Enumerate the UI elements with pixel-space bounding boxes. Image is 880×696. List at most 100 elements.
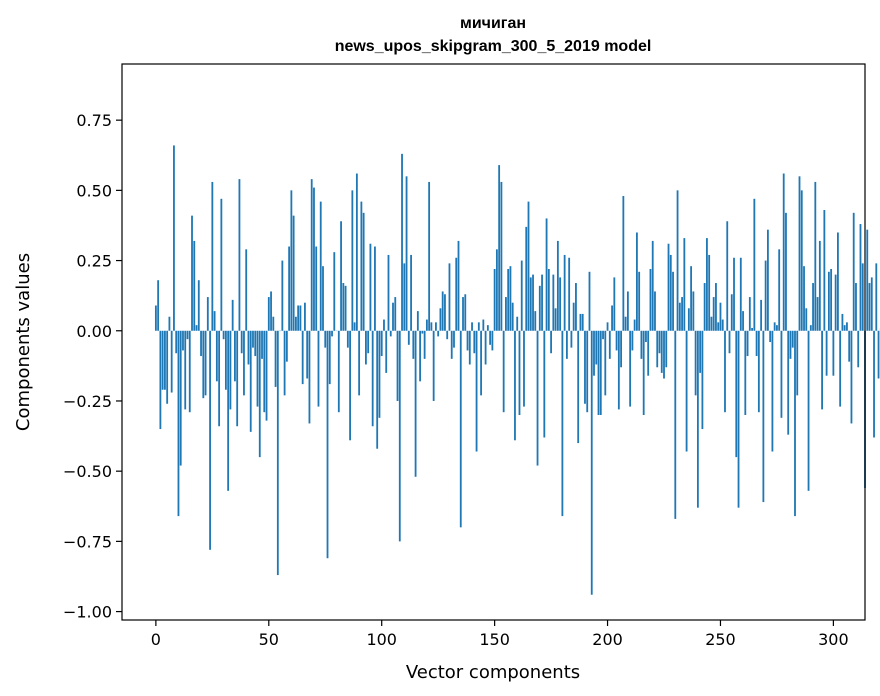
bar-component-5 bbox=[166, 330, 169, 404]
bar-component-2 bbox=[159, 330, 162, 430]
bar-component-267 bbox=[757, 330, 760, 413]
bar-component-54 bbox=[276, 330, 279, 576]
bar-component-43 bbox=[252, 330, 254, 348]
bar-component-167 bbox=[532, 274, 534, 331]
bar-component-39 bbox=[243, 330, 245, 396]
bar-component-191 bbox=[586, 330, 589, 413]
bar-component-163 bbox=[523, 330, 525, 407]
x-tick-label: 100 bbox=[366, 630, 397, 649]
bar-component-144 bbox=[480, 330, 482, 396]
bar-component-274 bbox=[773, 322, 776, 331]
bar-component-218 bbox=[647, 330, 650, 376]
bar-component-310 bbox=[855, 283, 857, 331]
bar-component-120 bbox=[425, 319, 428, 331]
bar-component-105 bbox=[392, 302, 394, 331]
bar-component-225 bbox=[663, 330, 665, 379]
bar-component-221 bbox=[654, 291, 656, 331]
y-tick-label: 0.25 bbox=[76, 252, 112, 271]
x-axis-ticks: 0 50 100 150 200 250 300 bbox=[151, 620, 849, 649]
bar-component-65 bbox=[301, 330, 304, 385]
bar-component-74 bbox=[322, 266, 324, 331]
bar-component-46 bbox=[258, 330, 261, 458]
bar-component-83 bbox=[342, 283, 345, 331]
bar-component-206 bbox=[620, 330, 622, 368]
bar-component-289 bbox=[807, 330, 810, 491]
bar-component-302 bbox=[837, 232, 839, 331]
bar-component-58 bbox=[285, 330, 288, 362]
bar-component-173 bbox=[545, 218, 548, 331]
bar-component-197 bbox=[599, 330, 602, 416]
bar-component-82 bbox=[340, 221, 342, 331]
bar-component-128 bbox=[444, 294, 446, 331]
bar-component-212 bbox=[633, 319, 636, 331]
bar-component-184 bbox=[570, 330, 573, 348]
bar-component-263 bbox=[748, 297, 751, 331]
bar-component-41 bbox=[247, 330, 250, 365]
bar-component-192 bbox=[588, 271, 591, 331]
bar-component-155 bbox=[505, 297, 507, 331]
bar-component-315 bbox=[866, 229, 869, 331]
bar-component-57 bbox=[283, 330, 286, 396]
y-tick-label: −0.50 bbox=[63, 462, 112, 481]
bar-component-305 bbox=[843, 325, 846, 331]
bar-component-280 bbox=[787, 330, 790, 435]
bar-component-278 bbox=[782, 173, 785, 331]
bar-component-201 bbox=[608, 330, 611, 359]
bar-component-18 bbox=[195, 325, 198, 331]
bar-component-287 bbox=[803, 266, 805, 331]
bar-component-223 bbox=[658, 330, 661, 354]
x-tick-label: 200 bbox=[592, 630, 623, 649]
bar-component-257 bbox=[735, 330, 738, 458]
bar-component-49 bbox=[265, 330, 268, 421]
x-tick-label: 250 bbox=[705, 630, 736, 649]
bar-component-72 bbox=[317, 330, 320, 407]
bar-component-295 bbox=[821, 330, 823, 410]
bar-component-153 bbox=[500, 181, 503, 331]
bar-component-139 bbox=[468, 330, 471, 365]
bar-component-256 bbox=[733, 257, 735, 331]
bar-component-35 bbox=[234, 330, 236, 382]
bar-component-61 bbox=[292, 215, 295, 331]
bar-component-237 bbox=[690, 266, 693, 331]
bar-component-132 bbox=[453, 330, 455, 348]
bar-component-97 bbox=[374, 246, 376, 331]
bar-component-16 bbox=[191, 215, 193, 331]
bar-component-304 bbox=[841, 313, 844, 331]
bar-component-240 bbox=[696, 330, 699, 508]
bar-component-242 bbox=[701, 330, 704, 430]
bar-component-248 bbox=[715, 283, 717, 331]
bar-component-227 bbox=[667, 243, 670, 331]
bar-component-104 bbox=[389, 330, 392, 337]
bar-component-32 bbox=[227, 330, 230, 491]
bar-component-254 bbox=[728, 330, 731, 354]
bar-component-69 bbox=[310, 179, 313, 331]
bar-component-45 bbox=[256, 330, 259, 407]
bar-component-161 bbox=[518, 330, 521, 416]
bar-component-241 bbox=[699, 330, 702, 373]
bar-component-213 bbox=[636, 232, 638, 331]
bar-component-283 bbox=[794, 330, 796, 517]
bar-component-6 bbox=[168, 316, 171, 331]
bar-component-3 bbox=[161, 330, 164, 390]
bar-component-273 bbox=[771, 330, 774, 452]
bar-component-22 bbox=[204, 330, 207, 396]
bar-component-270 bbox=[764, 260, 767, 331]
bar-component-149 bbox=[491, 330, 494, 351]
bar-component-117 bbox=[419, 330, 422, 382]
bar-component-293 bbox=[816, 297, 819, 331]
bar-component-202 bbox=[611, 305, 613, 331]
bar-component-291 bbox=[812, 283, 814, 331]
bar-component-266 bbox=[755, 330, 758, 357]
bar-component-170 bbox=[538, 285, 541, 331]
bar-component-174 bbox=[547, 268, 550, 331]
bar-component-79 bbox=[333, 252, 336, 331]
bar-component-89 bbox=[355, 173, 358, 331]
bar-component-253 bbox=[726, 221, 729, 331]
bar-component-140 bbox=[471, 322, 473, 331]
bar-component-311 bbox=[857, 330, 860, 368]
bar-component-179 bbox=[559, 277, 562, 331]
y-tick-label: 0.50 bbox=[76, 181, 112, 200]
bar-component-234 bbox=[683, 238, 686, 331]
bar-component-123 bbox=[432, 330, 435, 401]
bar-component-114 bbox=[412, 330, 415, 359]
